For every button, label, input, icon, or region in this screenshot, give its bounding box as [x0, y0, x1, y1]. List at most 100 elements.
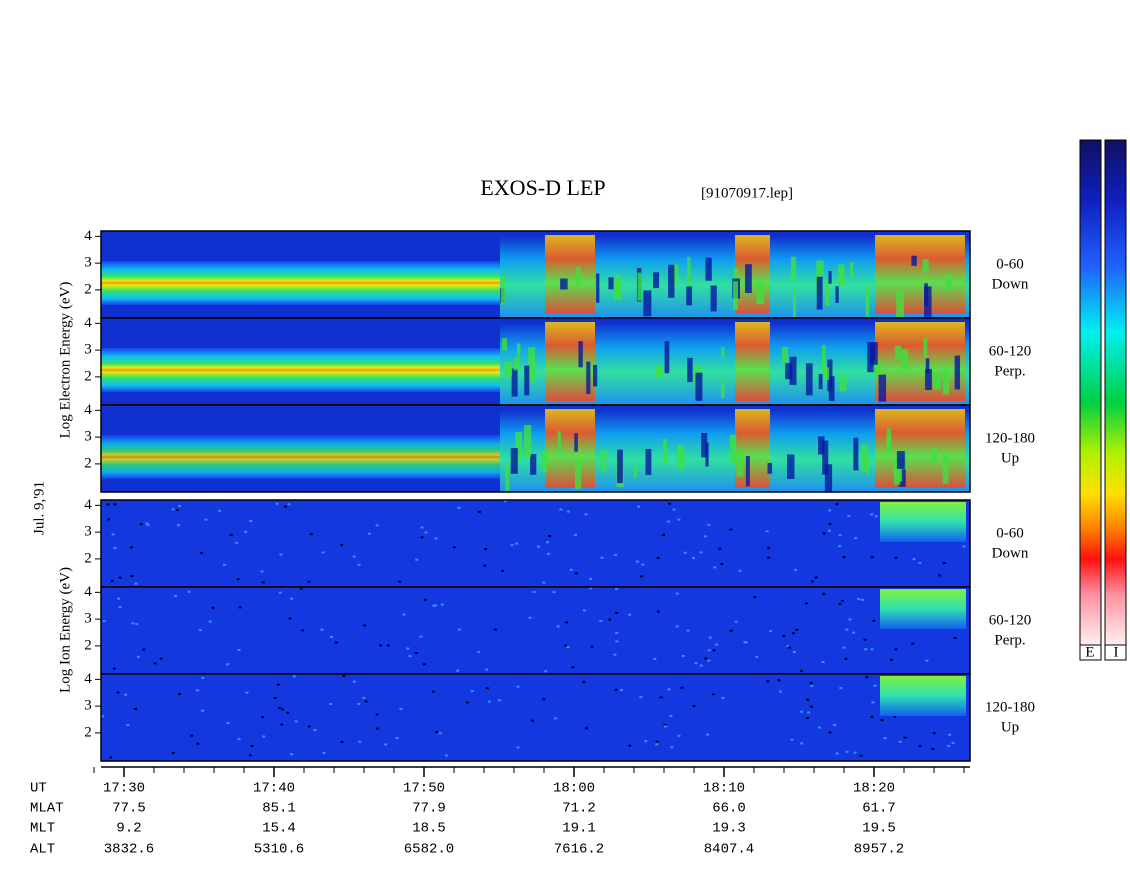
ion-patch: [880, 589, 966, 629]
spectrogram-speck: [102, 620, 106, 623]
spectrogram-speck: [187, 590, 191, 593]
spectrogram-streak: [894, 345, 902, 360]
spectrogram-speck: [493, 628, 497, 631]
spectrogram-streak: [828, 376, 835, 401]
spectrogram-streak: [517, 343, 521, 357]
y-tick-label: 4: [84, 402, 92, 418]
spectrogram-speck: [546, 541, 550, 544]
spectrogram-speck: [809, 681, 813, 684]
spectrogram-speck: [615, 611, 619, 614]
ephemeris-value: 8407.4: [704, 842, 754, 858]
spectrogram-speck: [275, 502, 279, 505]
spectrogram-speck: [287, 503, 291, 506]
spectrogram-speck: [615, 640, 619, 643]
spectrogram-streak: [756, 281, 765, 304]
spectrogram-streak: [560, 278, 568, 290]
spectrogram-speck: [708, 636, 712, 639]
spectrogram-speck: [615, 631, 619, 634]
spectrogram-streak: [578, 341, 583, 368]
spectrogram-speck: [248, 754, 252, 757]
spectrogram-speck: [842, 646, 846, 649]
spectrogram-streak: [823, 367, 830, 380]
spectrogram-speck: [828, 731, 832, 734]
spectrogram-speck: [201, 709, 205, 712]
spectrogram-speck: [173, 595, 177, 598]
spectrogram-streak: [687, 257, 691, 293]
spectrogram-speck: [898, 740, 902, 743]
spectrogram-speck: [340, 740, 344, 743]
spectrogram-speck: [628, 744, 632, 747]
pitch-range: 120-180: [985, 430, 1035, 446]
spectrogram-speck: [153, 662, 157, 665]
spectrogram-streak: [557, 431, 562, 454]
spectrogram-streak: [524, 365, 530, 396]
spectrogram-speck: [835, 503, 839, 506]
spectrogram-speck: [712, 649, 716, 652]
spectrogram-speck: [766, 680, 770, 683]
spectrogram-speck: [211, 606, 215, 609]
spectrogram-speck: [260, 570, 264, 573]
spectrogram-streak: [745, 456, 750, 487]
spectrogram-speck: [457, 628, 461, 631]
spectrogram-speck: [699, 551, 703, 554]
y-tick-label: 3: [84, 342, 92, 358]
spectrogram-speck: [235, 541, 239, 544]
spectrogram-background: [101, 674, 970, 761]
ephemeris-value: 9.2: [116, 821, 141, 837]
spectrogram-speck: [677, 518, 681, 521]
spectrogram-speck: [828, 523, 832, 526]
y-tick-label: 4: [84, 497, 92, 513]
spectrogram-speck: [677, 734, 681, 737]
y-tick-label: 3: [84, 255, 92, 271]
spectrogram-speck: [330, 635, 334, 638]
spectrogram-streak: [792, 287, 797, 321]
y-tick-label: 4: [84, 584, 92, 600]
spectrogram-speck: [431, 690, 435, 693]
spectrogram-speck: [440, 603, 444, 606]
spectrogram-streak: [524, 425, 532, 457]
y-tick-label: 4: [84, 671, 92, 687]
spectrogram-streak: [839, 376, 847, 392]
spectrogram-streak: [511, 368, 518, 397]
spectrogram-speck: [663, 723, 667, 726]
electron-band: [101, 348, 501, 392]
spectrogram-speck: [729, 528, 733, 531]
spectrogram-speck: [109, 756, 113, 759]
electron-hot-region: [735, 235, 770, 314]
spectrogram-speck: [136, 655, 140, 658]
spectrogram-streak: [896, 451, 905, 469]
time-label: 17:40: [253, 781, 295, 797]
spectrogram-speck: [320, 628, 324, 631]
colorbar-label: I: [1114, 644, 1119, 660]
y-tick-label: 3: [84, 698, 92, 714]
spectrogram-speck: [357, 702, 361, 705]
spectrogram-streak: [873, 361, 881, 375]
spectrogram-speck: [951, 742, 955, 745]
spectrogram-speck: [822, 592, 826, 595]
spectrogram-speck: [420, 526, 424, 529]
spectrogram-speck: [692, 705, 696, 708]
spectrogram-speck: [565, 621, 569, 624]
spectrogram-streak: [942, 370, 950, 395]
spectrogram-speck: [838, 534, 842, 537]
spectrogram-streak: [530, 454, 537, 475]
spectrogram-speck: [432, 604, 436, 607]
spectrogram-speck: [237, 738, 241, 741]
spectrogram-speck: [703, 535, 707, 538]
spectrogram-speck: [706, 733, 710, 736]
spectrogram-speck: [894, 648, 898, 651]
spectrogram-streak: [827, 359, 833, 392]
spectrogram-speck: [131, 622, 135, 625]
spectrogram-speck: [292, 675, 296, 678]
ephemeris-label: MLT: [30, 821, 55, 837]
spectrogram-streak: [924, 286, 932, 319]
spectrogram-speck: [112, 667, 116, 670]
spectrogram-speck: [530, 719, 534, 722]
y-tick-label: 2: [84, 550, 92, 566]
ephemeris-value: 85.1: [262, 801, 296, 817]
spectrogram-speck: [402, 613, 406, 616]
panel-frame: [100, 673, 971, 762]
spectrogram-speck: [195, 689, 199, 692]
spectrogram-speck: [857, 598, 861, 601]
spectrogram-speck: [395, 737, 399, 740]
